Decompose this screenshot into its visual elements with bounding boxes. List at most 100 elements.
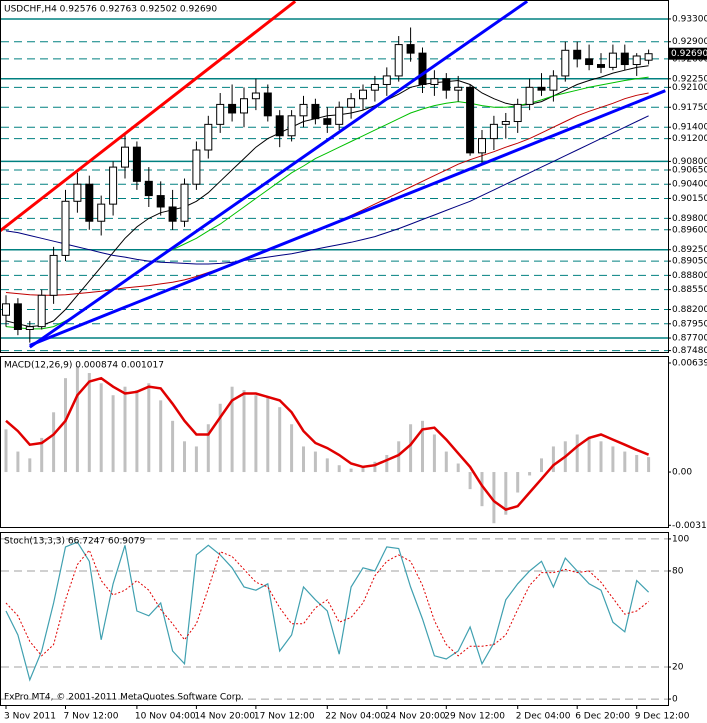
macd-bar: [623, 451, 627, 473]
candle-body: [620, 52, 629, 66]
plot-area: [1, 1, 668, 352]
candle-body: [263, 92, 272, 117]
candle-body: [454, 86, 463, 91]
candle-body: [109, 166, 118, 205]
x-tick-label: 6 Dec 20:00: [575, 712, 630, 722]
macd-bar: [290, 424, 294, 473]
candle-body: [597, 64, 605, 68]
y-tick-label: 0.91750: [672, 103, 707, 113]
macd-bar: [87, 373, 91, 473]
macd-bar: [99, 383, 103, 473]
y-tick-label: 80: [672, 566, 684, 576]
candle-body: [549, 75, 558, 91]
macd-bar: [599, 441, 603, 473]
macd-bar: [16, 451, 20, 473]
macd-bar: [468, 472, 472, 490]
current-price-label: 0.92690: [671, 49, 707, 59]
macd-bar: [111, 395, 115, 473]
candle-body: [394, 44, 403, 77]
trendline: [1, 1, 297, 233]
candle-body: [85, 183, 94, 222]
y-tick-label: 0.88550: [672, 285, 707, 295]
candle-body: [299, 103, 308, 117]
candle-body: [382, 75, 391, 85]
macd-bar: [504, 472, 508, 515]
candle-body: [73, 183, 82, 202]
x-tick-label: 3 Nov 2011: [4, 712, 56, 722]
candle-body: [156, 195, 165, 208]
macd-bar: [385, 454, 389, 473]
moving-average: [5, 115, 649, 265]
candle-body: [501, 121, 510, 125]
candle-body: [192, 149, 201, 185]
candle-body: [204, 123, 213, 151]
candle-body: [466, 86, 475, 154]
candle-body: [37, 294, 46, 328]
macd-bar: [325, 458, 329, 473]
macd-bar: [337, 465, 341, 473]
x-tick-label: 10 Nov 04:00: [135, 712, 196, 722]
candle-body: [311, 103, 320, 120]
candle-body: [25, 326, 34, 330]
candle-body: [13, 303, 22, 330]
candle-body: [97, 203, 106, 222]
trendline: [28, 1, 529, 349]
candle-body: [121, 146, 129, 168]
y-tick-label: 0.89050: [672, 257, 707, 267]
current-price-box: [669, 47, 707, 60]
y-tick-label: 0.89800: [672, 214, 707, 224]
y-tick-label: 0.93300: [672, 14, 707, 24]
x-tick-label: 24 Nov 20:00: [385, 712, 446, 722]
y-tick-label: 0.88800: [672, 271, 707, 281]
macd-bar: [194, 446, 198, 473]
macd-bar: [28, 458, 32, 473]
x-tick-label: 7 Nov 12:00: [64, 712, 119, 722]
macd-bar: [647, 457, 651, 473]
candle-body: [406, 44, 415, 54]
y-tick-label: 0.91200: [672, 134, 707, 144]
macd-bar: [432, 434, 436, 473]
y-tick-label: 0.92900: [672, 37, 707, 47]
macd-bar: [52, 412, 56, 473]
candle-body: [180, 183, 189, 222]
y-tick-label: 0.87480: [672, 346, 707, 356]
candle-body: [644, 53, 653, 61]
x-tick-label: 29 Nov 12:00: [444, 712, 505, 722]
candle-body: [275, 115, 284, 137]
candle-body: [335, 106, 344, 125]
y-tick-label: 20: [672, 663, 684, 673]
y-tick-label: 0.92250: [672, 74, 707, 84]
plot-area: [4, 366, 651, 524]
candle-body: [478, 138, 486, 154]
y-tick-label: 0.92100: [672, 83, 707, 93]
y-tick-label: 0.00: [672, 468, 692, 478]
candle-body: [144, 180, 153, 197]
plot-area: [1, 538, 668, 700]
macd-bar: [528, 472, 532, 476]
macd-bar: [302, 446, 305, 473]
macd-bar: [587, 437, 591, 473]
macd-bar: [171, 420, 175, 473]
candle-body: [632, 55, 641, 66]
y-tick-label: 0.91400: [672, 123, 707, 133]
macd-bar: [218, 403, 222, 473]
candle-body: [513, 103, 522, 123]
y-tick-label: 0.87700: [672, 334, 707, 344]
y-tick-label: 0.89250: [672, 245, 707, 255]
candle-body: [430, 78, 439, 85]
macd-bar: [135, 390, 139, 473]
macd-bar: [254, 395, 258, 473]
candle-body: [370, 83, 379, 91]
macd-bar: [409, 424, 413, 473]
macd-bar: [313, 451, 317, 473]
y-tick-label: 0: [672, 695, 678, 705]
x-tick-label: 2 Dec 04:00: [516, 712, 571, 722]
macd-bar: [492, 472, 496, 524]
macd-bar: [230, 386, 234, 473]
candle-body: [442, 78, 451, 91]
panel-title: USDCHF,H4 0.92576 0.92763 0.92502 0.9269…: [4, 5, 217, 15]
macd-bar: [611, 446, 615, 473]
macd-bar: [575, 434, 579, 473]
